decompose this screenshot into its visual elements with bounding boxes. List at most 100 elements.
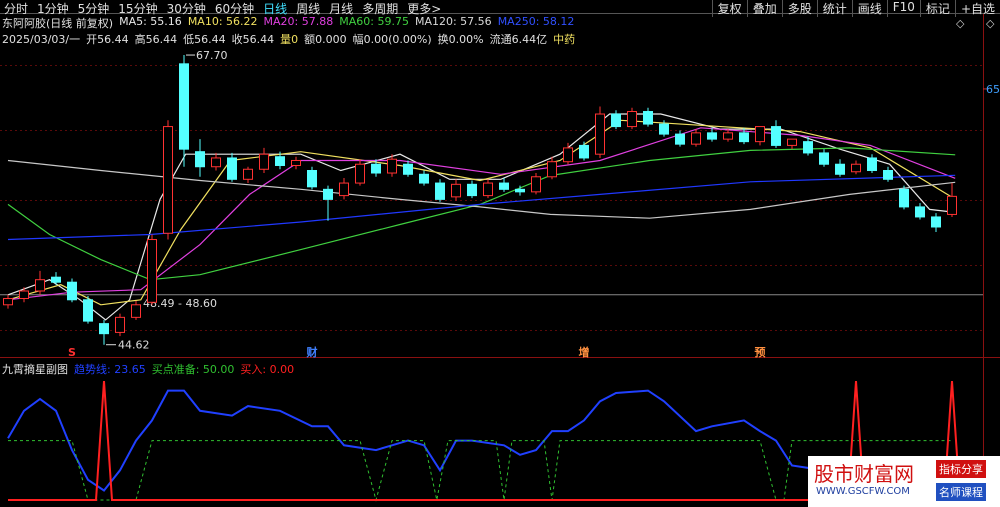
watermark-name: 股市财富网 (814, 462, 914, 486)
candle-body (563, 147, 573, 163)
period-tabs: 分时 1分钟 5分钟 15分钟 30分钟 60分钟 日线 周线 月线 多周期 更多> (4, 0, 450, 17)
candle-body (947, 195, 957, 215)
candle-body (579, 144, 589, 159)
candle-body (259, 153, 269, 170)
series-line (7, 174, 956, 241)
ma-label: MA250: 58.12 (497, 15, 575, 28)
candle-body (419, 173, 429, 184)
candle-body (115, 316, 125, 333)
series-line (7, 113, 956, 321)
tool-button[interactable]: 画线 (851, 0, 887, 17)
tool-button[interactable]: 叠加 (746, 0, 782, 17)
candle-body (387, 158, 397, 174)
candle-body (99, 323, 109, 335)
low-label: 44.62 (118, 339, 150, 352)
indicator-label: 买点准备: 50.00 (151, 363, 235, 376)
candle-body (787, 138, 797, 146)
period-tab[interactable]: 月线 (329, 2, 354, 16)
period-tab[interactable]: 日线 (263, 2, 288, 16)
quote-field: 换0.00% (437, 33, 484, 46)
candle-body (675, 133, 685, 145)
series-line (8, 381, 961, 501)
candle-body (355, 163, 365, 184)
period-tab[interactable]: 60分钟 (214, 2, 255, 16)
period-tab[interactable]: 分时 (4, 2, 29, 16)
candle-body (3, 298, 13, 306)
period-tab[interactable]: 30分钟 (166, 2, 206, 16)
candle-body (547, 161, 557, 178)
quote-field: 量0 (280, 33, 299, 46)
candle-body (19, 290, 29, 300)
period-tab[interactable]: 15分钟 (118, 2, 158, 16)
tool-button[interactable]: +自选 (954, 0, 1000, 17)
candle-body (867, 157, 877, 172)
candle-body (771, 126, 781, 146)
quote-field: 2025/03/03/一 (2, 33, 81, 46)
candle-body (659, 123, 669, 135)
candle-body (595, 113, 605, 155)
period-tab[interactable]: 1分钟 (37, 2, 69, 16)
quote-field: 收56.44 (231, 33, 275, 46)
candle-body (915, 206, 925, 218)
candle-body (211, 157, 221, 168)
tool-button[interactable]: 多股 (781, 0, 817, 17)
candle-body (179, 63, 189, 150)
candle-body (499, 182, 509, 190)
tool-button[interactable]: 复权 (711, 0, 747, 17)
candle-body (691, 132, 701, 145)
indicator-legend: 九霄摘星副图 趋势线: 23.65 买点准备: 50.00 买入: 0.00 (2, 361, 300, 377)
quote-field: 流通6.44亿 (489, 33, 548, 46)
pane-icon: ◇ (956, 17, 965, 30)
candle-body (371, 163, 381, 174)
quote-field: 幅0.00(0.00%) (352, 33, 432, 46)
ma-label: MA10: 56.22 (187, 15, 258, 28)
candle-body (435, 182, 445, 200)
candle-body (883, 170, 893, 180)
ma-label: MA60: 59.75 (339, 15, 409, 28)
candle-body (899, 188, 909, 208)
badge[interactable]: 指标分享 (936, 460, 986, 478)
candle-body (707, 132, 717, 140)
period-tab[interactable]: 多周期 (362, 2, 399, 16)
stock-name: 东阿阿胶(日线 前复权) (2, 17, 114, 30)
candle-body (803, 141, 813, 154)
series-line (7, 119, 956, 306)
candle-body (147, 239, 157, 303)
candle-body (723, 132, 733, 140)
badge[interactable]: 名师课程 (936, 483, 986, 501)
ma-label: MA120: 57.56 (414, 15, 492, 28)
candle-body (163, 126, 173, 234)
candle-body (483, 182, 493, 197)
candle-body (131, 304, 141, 318)
tool-button[interactable]: 标记 (919, 0, 955, 17)
level-label: 48.49 - 48.60 (143, 297, 217, 310)
candle-body (451, 183, 461, 198)
candle-body (851, 163, 861, 173)
ma-legend: 东阿阿胶(日线 前复权) MA5: 55.16 MA10: 56.22 MA20: 5… (2, 15, 580, 31)
candle-body (51, 276, 61, 283)
candle-body (467, 183, 477, 197)
series-line (7, 127, 956, 301)
event-marker: 增 (579, 345, 590, 359)
candle-body (243, 168, 253, 180)
candle-body (83, 299, 93, 322)
period-tab[interactable]: 更多> (407, 2, 442, 16)
series-line (7, 147, 956, 281)
candle-body (755, 126, 765, 143)
quote-field: 低56.44 (183, 33, 226, 46)
candle-body (227, 157, 237, 180)
event-marker: 财 (306, 345, 318, 359)
indicator-label: 趋势线: 23.65 (74, 363, 146, 376)
candle-body (739, 132, 749, 143)
period-tab[interactable]: 周线 (296, 2, 321, 16)
event-marker: 预 (755, 345, 766, 359)
candle-body (275, 156, 285, 166)
period-tab[interactable]: 5分钟 (77, 2, 110, 16)
tool-button[interactable]: 统计 (816, 0, 852, 17)
candle-body (819, 152, 829, 165)
tool-button[interactable]: F10 (886, 0, 920, 17)
quote-field: 高56.44 (134, 33, 178, 46)
candle-body (531, 176, 541, 193)
